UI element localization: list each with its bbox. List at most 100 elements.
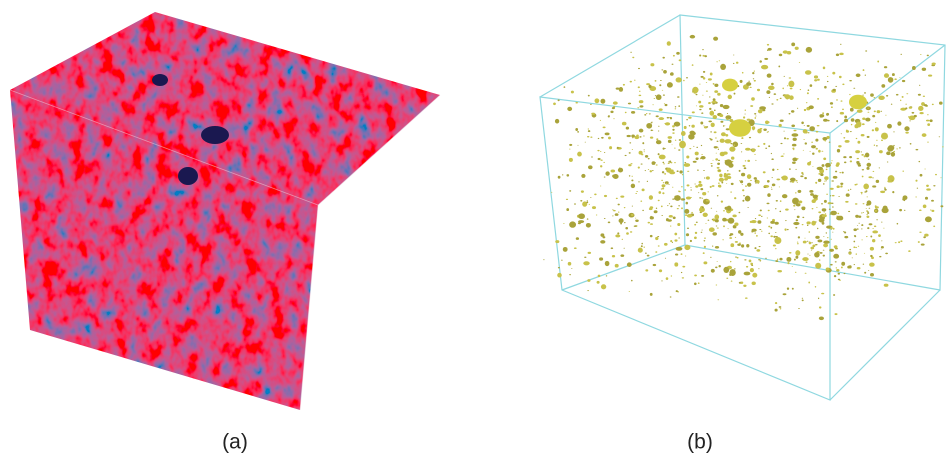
particle <box>849 80 852 81</box>
particle <box>595 98 600 103</box>
particle <box>771 187 772 188</box>
particle <box>625 112 627 113</box>
particle <box>703 261 707 264</box>
particle <box>868 176 872 178</box>
particle <box>818 298 819 299</box>
pore <box>178 167 198 185</box>
particle <box>735 257 737 258</box>
particle <box>692 91 693 92</box>
particle <box>653 264 657 266</box>
particle <box>714 110 716 112</box>
particle <box>727 113 728 114</box>
particle <box>863 69 865 71</box>
particle <box>817 239 822 242</box>
particle <box>678 190 679 191</box>
particle <box>650 293 653 296</box>
particle <box>926 188 931 190</box>
particle <box>717 228 719 229</box>
particle <box>841 266 843 268</box>
particle <box>815 139 818 142</box>
particle <box>833 294 835 296</box>
particle <box>676 52 680 55</box>
particle <box>782 155 784 157</box>
particle <box>876 140 878 141</box>
particle <box>868 159 869 160</box>
particle <box>822 164 825 167</box>
particle <box>787 262 789 264</box>
particle <box>649 195 653 200</box>
particle <box>567 174 570 176</box>
particle <box>923 236 926 238</box>
particle <box>838 273 840 275</box>
particle <box>712 245 713 246</box>
particle <box>641 243 643 245</box>
particle <box>659 155 666 160</box>
particle <box>821 293 824 295</box>
page: (a) (b) (() => { const data = JSON.parse… <box>0 0 948 461</box>
particle <box>725 139 732 143</box>
particle <box>588 128 589 129</box>
particle <box>600 151 601 152</box>
particle <box>742 184 743 185</box>
particle <box>782 194 787 198</box>
particle <box>650 206 654 209</box>
particle <box>704 55 707 57</box>
particle <box>647 255 650 257</box>
particle <box>940 177 941 178</box>
particle <box>727 170 728 171</box>
particle <box>645 170 646 171</box>
particle <box>668 136 673 139</box>
particle <box>603 127 606 129</box>
particle <box>755 183 756 184</box>
particle <box>743 165 746 167</box>
particle <box>558 176 561 179</box>
particle <box>811 250 812 251</box>
particle <box>904 200 906 201</box>
particle <box>590 197 592 198</box>
particle <box>600 120 601 121</box>
particle <box>720 104 723 107</box>
particle <box>563 223 564 224</box>
particle <box>809 242 812 245</box>
particle <box>632 57 634 58</box>
particle <box>752 282 756 286</box>
particle <box>900 100 901 101</box>
particle <box>878 96 884 100</box>
particle <box>681 131 686 136</box>
particle <box>671 144 672 145</box>
particle <box>693 161 697 163</box>
particle <box>631 214 634 216</box>
particle <box>668 161 669 162</box>
particle <box>919 161 921 162</box>
particle <box>850 160 852 162</box>
particle <box>723 210 725 212</box>
particle <box>623 84 625 86</box>
particle <box>791 124 795 127</box>
particle <box>687 214 693 218</box>
particle <box>575 128 578 131</box>
particle <box>746 244 749 248</box>
particle <box>715 267 717 269</box>
particle <box>804 131 808 133</box>
particle <box>924 234 928 237</box>
particle <box>931 200 934 202</box>
particle <box>690 187 691 188</box>
particle <box>638 181 640 182</box>
particle <box>690 35 696 39</box>
particle <box>747 174 751 179</box>
particle <box>850 131 852 132</box>
particle <box>875 205 877 207</box>
particle <box>779 211 781 213</box>
particle <box>713 83 715 85</box>
particle <box>608 137 611 140</box>
particle <box>863 203 865 204</box>
particle <box>829 209 831 210</box>
particle <box>844 236 848 238</box>
particle <box>837 213 839 214</box>
particle <box>752 72 754 74</box>
particle <box>775 302 777 304</box>
particle <box>809 255 810 256</box>
particle <box>796 219 799 221</box>
particle <box>686 77 688 78</box>
particle <box>672 129 674 131</box>
